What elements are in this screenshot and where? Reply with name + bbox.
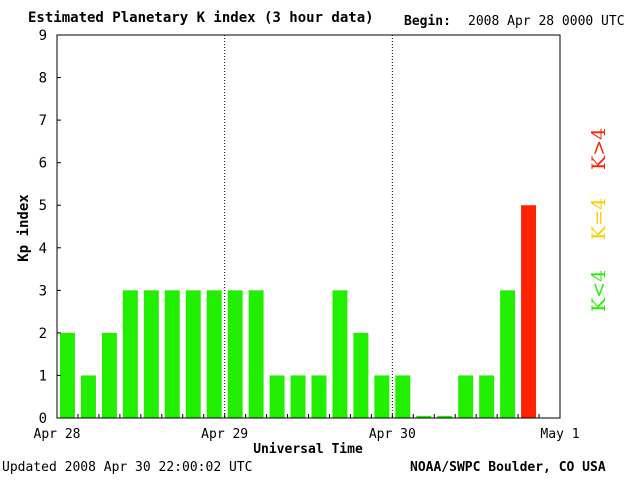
x-day-label: May 1 — [540, 427, 579, 442]
kp-bar — [143, 290, 159, 418]
kp-bar — [60, 332, 75, 418]
kp-bar — [332, 290, 348, 418]
y-tick-label: 3 — [39, 283, 47, 299]
x-day-label: Apr 28 — [34, 427, 81, 442]
kp-bar — [227, 290, 243, 418]
kp-bar — [206, 290, 222, 418]
x-axis-label: Universal Time — [253, 442, 363, 457]
legend-k-greater-4: K>4 — [588, 127, 610, 170]
y-tick-label: 0 — [39, 411, 47, 427]
x-day-label: Apr 30 — [369, 427, 416, 442]
kp-bar — [185, 290, 201, 418]
y-tick-label: 6 — [39, 156, 47, 172]
kp-bar — [395, 375, 411, 418]
kp-bar — [122, 290, 138, 418]
chart-title: Estimated Planetary K index (3 hour data… — [28, 10, 374, 26]
kp-bar — [521, 205, 537, 418]
kp-bar — [164, 290, 180, 418]
kp-bar — [416, 415, 432, 418]
kp-bar — [479, 375, 495, 418]
kp-bar — [374, 375, 390, 418]
legend-k-equal-4: K=4 — [588, 197, 610, 240]
updated-timestamp: Updated 2008 Apr 30 22:00:02 UTC — [2, 460, 253, 475]
begin-label: Begin: — [404, 14, 451, 29]
y-tick-label: 7 — [39, 113, 47, 129]
y-tick-label: 4 — [39, 241, 47, 257]
begin-value: 2008 Apr 28 0000 UTC — [468, 14, 625, 29]
y-tick-label: 9 — [39, 28, 47, 44]
kp-bar — [269, 375, 285, 418]
y-tick-label: 2 — [39, 326, 47, 342]
kp-bar — [458, 375, 474, 418]
kp-bar — [248, 290, 264, 418]
y-tick-label: 1 — [39, 368, 47, 384]
kp-bar — [290, 375, 306, 418]
x-day-label: Apr 29 — [201, 427, 248, 442]
kp-bar — [80, 375, 96, 418]
source-credit: NOAA/SWPC Boulder, CO USA — [410, 460, 606, 475]
kp-bar — [500, 290, 516, 418]
kp-bar — [353, 332, 369, 418]
kp-bar — [101, 332, 117, 418]
y-tick-label: 5 — [39, 198, 47, 214]
y-tick-label: 8 — [39, 71, 47, 87]
legend-k-less-4: K<4 — [588, 269, 610, 312]
kp-bar — [311, 375, 327, 418]
y-axis-label: Kp index — [16, 194, 32, 262]
kp-bar — [437, 415, 453, 418]
